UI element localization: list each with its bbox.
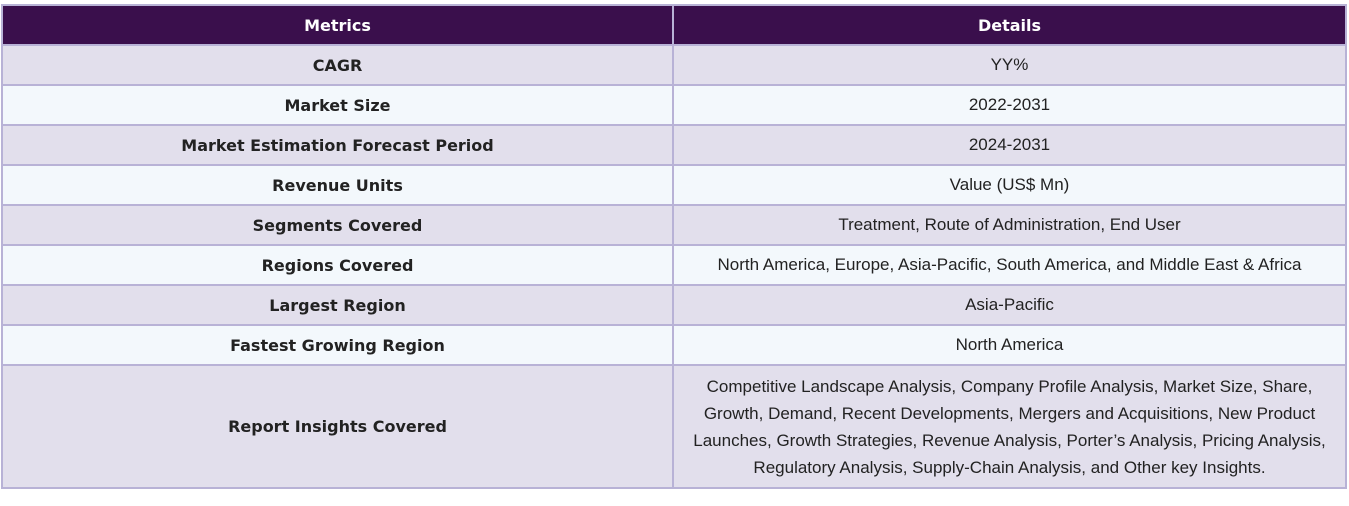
detail-cell: Competitive Landscape Analysis, Company … [672, 364, 1347, 489]
table-row: Report Insights Covered Competitive Land… [1, 364, 1347, 489]
metric-cell: Market Size [1, 84, 674, 126]
detail-cell: 2024-2031 [672, 124, 1347, 166]
metric-cell: CAGR [1, 44, 674, 86]
table-row: Segments Covered Treatment, Route of Adm… [1, 204, 1347, 246]
metrics-table: Metrics Details CAGR YY% Market Size 202… [1, 4, 1347, 489]
metric-cell: Report Insights Covered [1, 364, 674, 489]
table-row: CAGR YY% [1, 44, 1347, 86]
metric-cell: Market Estimation Forecast Period [1, 124, 674, 166]
metric-cell: Largest Region [1, 284, 674, 326]
detail-cell: Asia-Pacific [672, 284, 1347, 326]
table-row: Regions Covered North America, Europe, A… [1, 244, 1347, 286]
metric-cell: Fastest Growing Region [1, 324, 674, 366]
table-row: Largest Region Asia-Pacific [1, 284, 1347, 326]
metric-cell: Regions Covered [1, 244, 674, 286]
table-row: Fastest Growing Region North America [1, 324, 1347, 366]
detail-cell: 2022-2031 [672, 84, 1347, 126]
detail-cell: YY% [672, 44, 1347, 86]
header-details: Details [672, 4, 1347, 46]
table-row: Revenue Units Value (US$ Mn) [1, 164, 1347, 206]
table-row: Market Estimation Forecast Period 2024-2… [1, 124, 1347, 166]
header-metrics: Metrics [1, 4, 674, 46]
table-row: Market Size 2022-2031 [1, 84, 1347, 126]
metric-cell: Revenue Units [1, 164, 674, 206]
detail-cell: Value (US$ Mn) [672, 164, 1347, 206]
detail-cell: North America, Europe, Asia-Pacific, Sou… [672, 244, 1347, 286]
table-header-row: Metrics Details [1, 4, 1347, 46]
detail-cell: North America [672, 324, 1347, 366]
metric-cell: Segments Covered [1, 204, 674, 246]
detail-cell: Treatment, Route of Administration, End … [672, 204, 1347, 246]
